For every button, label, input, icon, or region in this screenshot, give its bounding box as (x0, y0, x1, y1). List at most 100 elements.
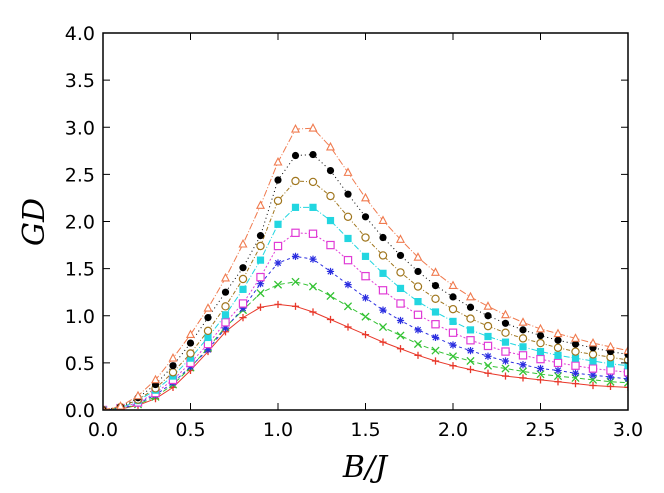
data-point-circle-filled (239, 264, 247, 272)
x-tick-label: 3.0 (613, 419, 643, 441)
data-point-plus (291, 302, 300, 310)
data-point-star (466, 347, 475, 355)
data-point-x (466, 356, 475, 366)
x-tick-label: 2.0 (438, 419, 468, 441)
data-point-square-open (483, 341, 493, 351)
data-point-triangle-open (325, 141, 336, 151)
data-point-triangle-open (448, 280, 458, 290)
data-point-star (274, 259, 282, 267)
data-point-square-filled (344, 234, 352, 243)
data-point-square-open (431, 320, 440, 329)
data-point-circle-open (571, 347, 580, 356)
data-point-star (554, 366, 562, 375)
data-point-square-filled (449, 317, 457, 326)
data-point-triangle-open (430, 267, 441, 276)
y-axis-title: GD (17, 198, 52, 246)
y-tick-label: 2.5 (65, 164, 95, 186)
data-point-circle-open (553, 343, 563, 352)
data-point-square-filled (361, 252, 370, 260)
data-point-circle-open (291, 176, 300, 186)
data-point-plus (589, 381, 597, 390)
data-point-circle-open (221, 302, 230, 311)
data-point-circle-open (256, 241, 265, 251)
data-point-square-filled (291, 203, 300, 211)
data-point-star (291, 252, 300, 260)
data-point-x (361, 312, 370, 321)
data-point-circle-filled (326, 167, 335, 175)
data-point-plus (361, 331, 370, 339)
y-tick-label: 1.5 (65, 259, 95, 281)
data-point-triangle-open (570, 333, 581, 342)
data-point-circle-open (413, 282, 423, 291)
x-axis-title: B/J (342, 450, 389, 485)
data-point-square-open (466, 336, 475, 345)
data-point-x (431, 346, 440, 355)
data-point-square-open (343, 255, 353, 265)
data-point-square-filled (624, 362, 628, 370)
data-point-x (326, 291, 335, 301)
data-point-triangle-open (413, 252, 423, 261)
data-point-triangle-open (238, 238, 248, 248)
data-point-star (431, 333, 440, 342)
data-point-triangle-open (115, 401, 126, 410)
data-point-circle-open (518, 334, 528, 343)
data-point-square-filled (431, 308, 440, 316)
data-point-plus (624, 383, 628, 391)
data-point-plus (344, 323, 352, 331)
data-point-circle-filled (431, 281, 440, 290)
data-point-x (378, 323, 388, 332)
data-point-circle-open (536, 338, 545, 348)
series-line (103, 303, 628, 410)
data-point-circle-open (343, 212, 353, 221)
data-point-triangle-open (290, 123, 301, 133)
series-8 (103, 123, 628, 410)
data-point-star (589, 371, 597, 379)
x-tick-label: 1.0 (263, 419, 293, 441)
data-point-triangle-open (623, 345, 628, 355)
data-point-square-filled (589, 357, 597, 365)
data-point-square-filled (484, 332, 492, 341)
data-point-square-open (413, 310, 423, 320)
data-point-circle-filled (396, 251, 405, 260)
y-tick-label: 0.5 (65, 353, 95, 375)
data-point-square-filled (554, 351, 562, 359)
data-point-star (501, 357, 510, 365)
data-point-plus (519, 374, 527, 382)
data-point-triangle-open (535, 323, 546, 333)
data-point-square-filled (501, 338, 510, 346)
data-point-triangle-open (465, 291, 476, 301)
series-layer (103, 123, 628, 410)
data-point-square-filled (379, 269, 387, 277)
data-point-square-open (396, 299, 405, 308)
data-point-circle-filled (221, 288, 230, 296)
series-4 (103, 228, 628, 410)
data-point-triangle-open (360, 192, 371, 202)
data-point-star (309, 255, 317, 263)
data-point-square-open (238, 299, 248, 308)
data-point-circle-filled (536, 331, 545, 340)
data-point-x (483, 361, 493, 370)
data-point-square-open (518, 351, 528, 360)
data-point-plus (501, 372, 510, 380)
data-point-square-open (588, 364, 598, 373)
data-point-plus (379, 338, 387, 346)
data-point-x (291, 277, 300, 286)
data-point-triangle-open (133, 390, 143, 400)
data-point-x (256, 289, 265, 298)
data-point-x (343, 302, 353, 311)
data-point-x (501, 364, 510, 373)
data-point-square-open (606, 366, 615, 375)
data-point-circle-filled (379, 233, 387, 242)
y-tick-label: 1.0 (65, 306, 95, 328)
data-point-square-open (308, 229, 318, 238)
data-point-triangle-open (273, 156, 283, 166)
data-point-star (519, 361, 527, 369)
data-point-circle-filled (344, 190, 352, 198)
data-point-square-open (448, 328, 458, 337)
data-point-square-filled (519, 343, 527, 351)
data-point-square-filled (221, 311, 230, 319)
data-point-circle-filled (484, 312, 492, 320)
data-point-triangle-open (483, 301, 493, 310)
data-point-star (379, 306, 387, 314)
